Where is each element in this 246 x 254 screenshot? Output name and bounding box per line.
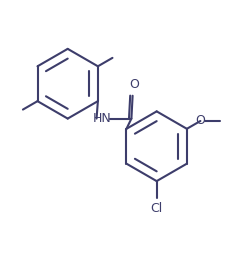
Text: O: O (129, 78, 139, 91)
Text: O: O (196, 115, 205, 128)
Text: Cl: Cl (151, 201, 163, 215)
Text: HN: HN (93, 112, 112, 125)
